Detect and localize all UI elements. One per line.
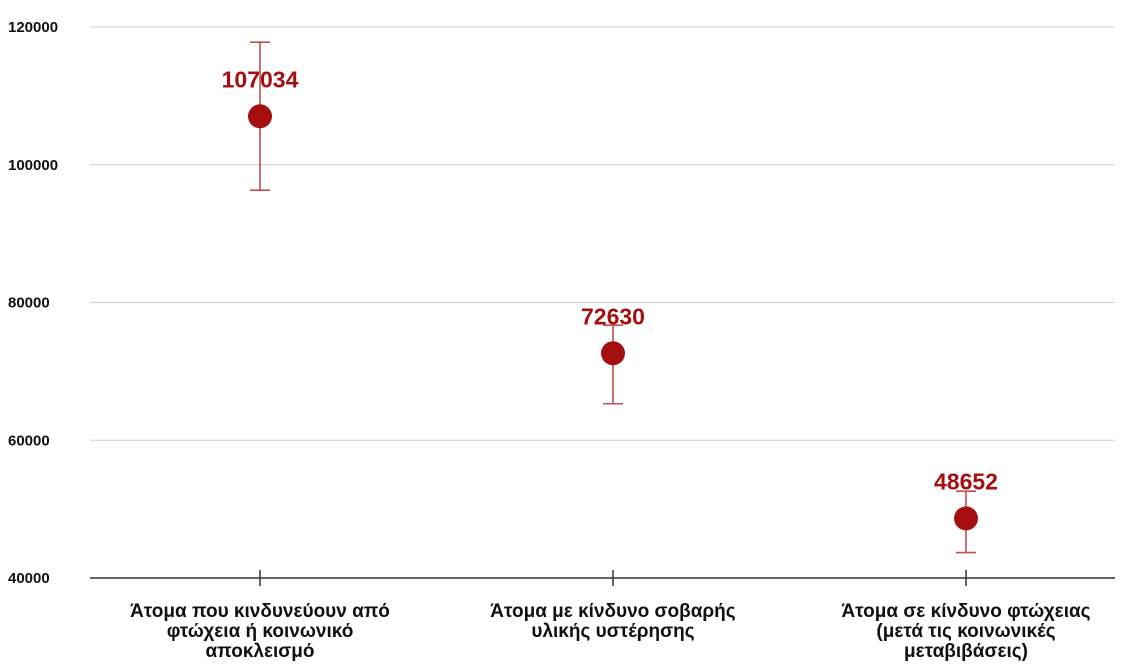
- y-tick-label: 40000: [8, 570, 50, 587]
- x-tick-label-line: μεταβιβάσεις): [904, 641, 1028, 662]
- x-tick-label-line: Άτομα που κινδυνεύουν από: [130, 601, 390, 622]
- x-tick-label: Άτομα σε κίνδυνο φτώχειας (μετά τις κοινω…: [841, 601, 1090, 662]
- x-tick-label: Άτομα με κίνδυνο σοβαρής υλικής υστέρησης: [490, 601, 735, 642]
- data-point-group: 107034: [222, 41, 299, 192]
- gridlines: [90, 26, 1115, 441]
- data-label: 48652: [934, 468, 998, 494]
- y-axis-tick-labels: 40000 60000 80000 100000 120000: [8, 19, 58, 587]
- x-tick-label-line: αποκλεισμό: [206, 641, 315, 662]
- y-tick-label: 120000: [8, 19, 58, 36]
- data-point: [248, 104, 272, 129]
- x-tick-label-line: Άτομα με κίνδυνο σοβαρής: [490, 601, 735, 622]
- data-point-group: 48652: [934, 468, 998, 554]
- data-label: 107034: [222, 66, 299, 92]
- x-tick-label: Άτομα που κινδυνεύουν από φτώχεια ή κοινω…: [130, 601, 390, 662]
- series-points: 107034 72630 48652: [222, 41, 998, 554]
- data-point: [601, 341, 625, 366]
- data-label: 72630: [581, 303, 645, 329]
- x-tick-label-line: φτώχεια ή κοινωνικό: [167, 621, 354, 642]
- y-tick-label: 100000: [8, 157, 58, 174]
- x-tick-label-line: Άτομα σε κίνδυνο φτώχειας: [841, 601, 1090, 622]
- x-tick-label-line: υλικής υστέρησης: [531, 621, 694, 642]
- x-axis-tick-labels: Άτομα που κινδυνεύουν από φτώχεια ή κοινω…: [130, 601, 1091, 662]
- data-point: [954, 506, 978, 531]
- x-tick-label-line: (μετά τις κοινωνικές: [876, 621, 1055, 642]
- y-tick-label: 80000: [8, 295, 50, 312]
- y-tick-label: 60000: [8, 432, 50, 449]
- data-point-group: 72630: [581, 303, 645, 405]
- x-axis: [90, 570, 1115, 586]
